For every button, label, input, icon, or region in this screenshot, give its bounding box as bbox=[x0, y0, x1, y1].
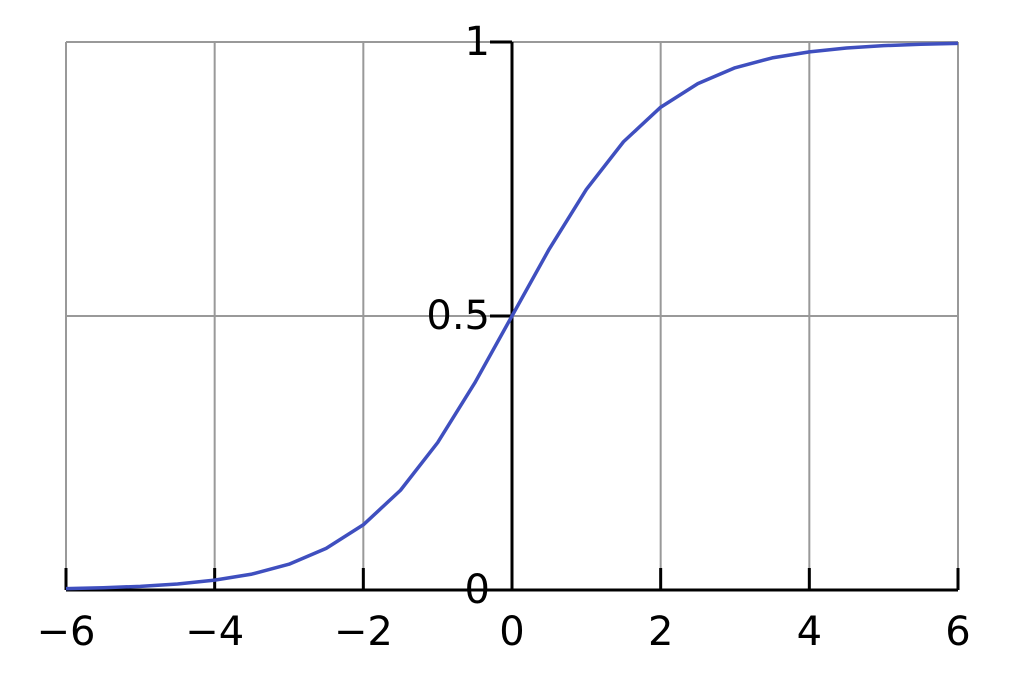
y-tick-label: 0.5 bbox=[426, 293, 490, 339]
y-tick-label: 0 bbox=[465, 567, 490, 613]
x-tick-label: −2 bbox=[334, 609, 393, 655]
x-tick-label: 6 bbox=[945, 609, 970, 655]
x-tick-label: 0 bbox=[499, 609, 524, 655]
x-tick-label: −6 bbox=[37, 609, 96, 655]
x-tick-label: 2 bbox=[648, 609, 673, 655]
x-tick-label: 4 bbox=[797, 609, 822, 655]
y-tick-label: 1 bbox=[465, 19, 490, 65]
sigmoid-line bbox=[65, 41, 959, 591]
x-tick-label: −4 bbox=[185, 609, 244, 655]
